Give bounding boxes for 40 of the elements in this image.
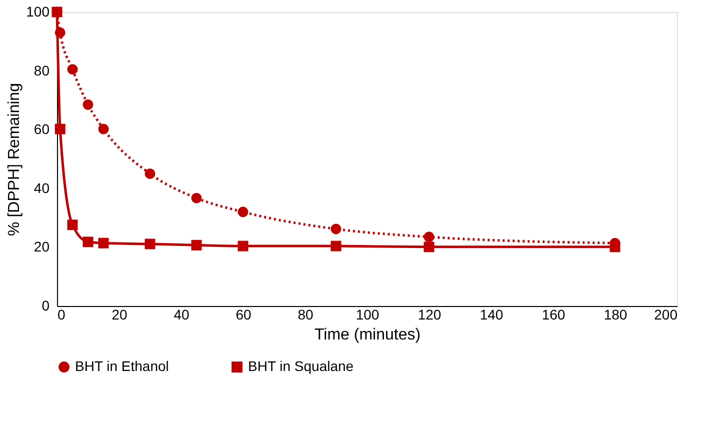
point: [610, 242, 620, 252]
x-tick-label: 120: [418, 306, 442, 322]
point: [98, 124, 109, 134]
point: [424, 232, 434, 242]
point: [330, 240, 342, 252]
point: [144, 238, 156, 250]
y-tick-label: 100: [26, 4, 50, 20]
legend-label: BHT in Ethanol: [75, 358, 169, 374]
point: [67, 220, 78, 230]
point: [54, 27, 66, 38]
x-tick-label: 40: [174, 306, 190, 322]
x-tick-label: 200: [654, 306, 678, 322]
x-tick-label: 140: [480, 306, 504, 322]
x-tick-label: 100: [356, 306, 380, 322]
legend-label: BHT in Squalane: [248, 358, 354, 374]
point: [191, 192, 202, 204]
point: [82, 236, 94, 248]
point: [191, 240, 202, 250]
x-tick-label: 0: [58, 306, 66, 322]
point: [238, 206, 248, 218]
x-tick-label: 80: [298, 306, 314, 322]
x-tick-label: 60: [236, 306, 252, 322]
point: [82, 99, 94, 110]
point: [98, 238, 109, 248]
point: [330, 224, 342, 234]
point: [52, 6, 62, 18]
x-axis-title: Time (minutes): [314, 326, 421, 344]
point: [238, 240, 248, 252]
x-tick-label: 160: [542, 306, 566, 322]
y-tick-label: 60: [34, 121, 50, 138]
y-tick-label: 80: [34, 62, 50, 78]
x-tick-label: 20: [112, 306, 128, 322]
y-tick-label: 20: [34, 238, 50, 255]
x-tick-label: 180: [604, 306, 628, 322]
y-axis-title: % [DPPH] Remaining: [6, 83, 24, 236]
point: [144, 168, 156, 179]
point: [67, 64, 78, 75]
point: [424, 242, 434, 252]
point: [54, 124, 66, 134]
y-tick-label: 40: [34, 180, 50, 196]
